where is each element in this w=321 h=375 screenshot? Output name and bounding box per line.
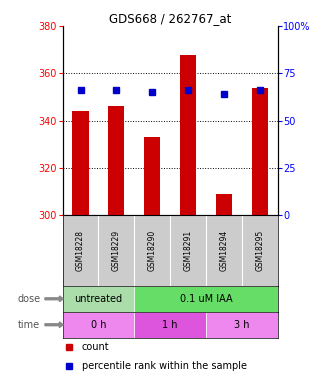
Bar [63,286,134,312]
Bar [73,111,89,215]
Text: GSM18294: GSM18294 [219,230,229,271]
Text: count: count [82,342,109,352]
Text: percentile rank within the sample: percentile rank within the sample [82,361,247,371]
Bar [216,194,232,215]
Text: GSM18291: GSM18291 [184,230,193,271]
Text: 1 h: 1 h [162,320,178,330]
Bar [63,312,134,338]
Title: GDS668 / 262767_at: GDS668 / 262767_at [109,12,231,25]
Bar [108,106,125,215]
Bar [206,312,278,338]
Text: 3 h: 3 h [234,320,249,330]
Text: dose: dose [18,294,41,304]
Bar [134,286,278,312]
Text: 0 h: 0 h [91,320,106,330]
Text: GSM18290: GSM18290 [148,230,157,271]
Text: 0.1 uM IAA: 0.1 uM IAA [180,294,232,304]
Text: untreated: untreated [74,294,123,304]
Text: GSM18295: GSM18295 [255,230,264,271]
Text: GSM18229: GSM18229 [112,230,121,271]
Bar [144,137,160,215]
Bar [252,88,268,215]
Bar [134,312,206,338]
Text: time: time [18,320,40,330]
Bar [180,55,196,215]
Text: GSM18228: GSM18228 [76,230,85,271]
